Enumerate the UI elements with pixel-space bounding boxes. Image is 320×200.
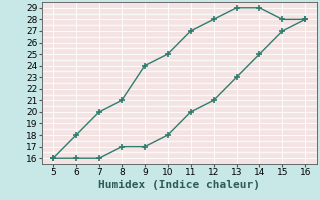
Bar	[42, 141, 317, 152]
Bar	[271, 2, 294, 164]
Bar	[156, 2, 179, 164]
X-axis label: Humidex (Indice chaleur): Humidex (Indice chaleur)	[98, 180, 260, 190]
Bar	[42, 118, 317, 129]
Bar	[42, 2, 317, 14]
Bar	[42, 95, 317, 106]
Bar	[110, 2, 133, 164]
Bar	[42, 2, 65, 164]
Bar	[248, 2, 271, 164]
Bar	[42, 129, 317, 141]
Bar	[65, 2, 87, 164]
Bar	[42, 152, 317, 164]
Bar	[42, 14, 317, 25]
Bar	[87, 2, 110, 164]
Bar	[202, 2, 225, 164]
Bar	[225, 2, 248, 164]
Bar	[42, 48, 317, 60]
Bar	[42, 37, 317, 48]
Bar	[42, 25, 317, 37]
Bar	[294, 2, 317, 164]
Bar	[42, 71, 317, 83]
Bar	[42, 106, 317, 118]
Bar	[42, 60, 317, 71]
Bar	[179, 2, 202, 164]
Bar	[133, 2, 156, 164]
Bar	[42, 83, 317, 95]
